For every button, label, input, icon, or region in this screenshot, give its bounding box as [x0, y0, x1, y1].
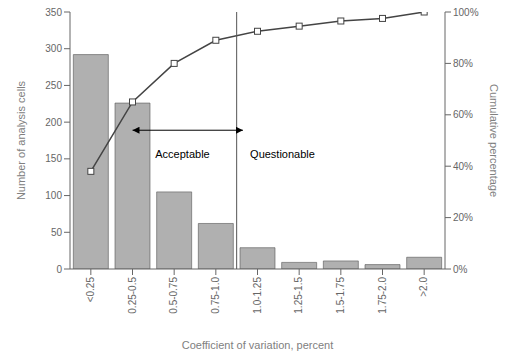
svg-text:350: 350 — [45, 7, 62, 18]
svg-text:1.5-1.75: 1.5-1.75 — [335, 277, 346, 314]
svg-text:1.75-2.0: 1.75-2.0 — [377, 277, 388, 314]
svg-text:Cumulative percentage: Cumulative percentage — [488, 84, 500, 197]
svg-text:150: 150 — [45, 153, 62, 164]
svg-text:60%: 60% — [453, 109, 473, 120]
svg-text:>2.0: >2.0 — [418, 277, 429, 297]
svg-text:250: 250 — [45, 80, 62, 91]
svg-text:50: 50 — [51, 227, 63, 238]
svg-text:Questionable: Questionable — [250, 148, 315, 160]
svg-text:1.0-1.25: 1.0-1.25 — [252, 277, 263, 314]
svg-text:<0.25: <0.25 — [85, 277, 96, 303]
svg-text:Acceptable: Acceptable — [155, 148, 209, 160]
svg-text:100%: 100% — [453, 7, 479, 18]
svg-text:40%: 40% — [453, 161, 473, 172]
svg-text:0.5-0.75: 0.5-0.75 — [168, 277, 179, 314]
svg-text:200: 200 — [45, 117, 62, 128]
svg-text:300: 300 — [45, 43, 62, 54]
svg-text:100: 100 — [45, 190, 62, 201]
svg-text:80%: 80% — [453, 58, 473, 69]
svg-text:0.75-1.0: 0.75-1.0 — [210, 277, 221, 314]
svg-text:0%: 0% — [453, 264, 468, 275]
svg-text:20%: 20% — [453, 212, 473, 223]
svg-text:Number of analysis cells: Number of analysis cells — [15, 80, 27, 200]
svg-text:Coefficient of variation, perc: Coefficient of variation, percent — [182, 339, 333, 351]
svg-text:0: 0 — [56, 264, 62, 275]
svg-text:0.25-0.5: 0.25-0.5 — [127, 277, 138, 314]
svg-text:1.25-1.5: 1.25-1.5 — [293, 277, 304, 314]
